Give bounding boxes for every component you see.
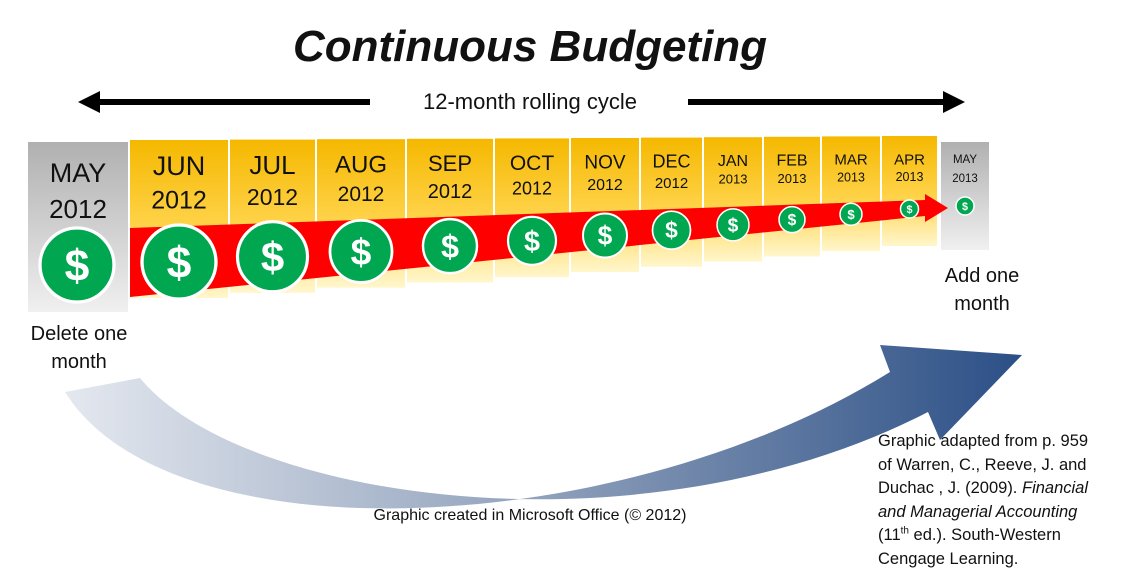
svg-text:$: $ — [167, 239, 192, 288]
month-label-removed: MAY — [50, 158, 107, 188]
source-book-title-part1: Financial — [1021, 479, 1089, 497]
dollar-coin: $ — [716, 208, 750, 242]
month-label: JAN — [718, 153, 748, 170]
svg-text:$: $ — [906, 204, 912, 216]
source-book-title-part2: and Managerial Accounting — [878, 502, 1078, 521]
year-label-added: 2013 — [952, 173, 978, 185]
delete-label-line2: month — [51, 351, 107, 373]
source-edition-open: (11 — [878, 526, 901, 544]
delete-label-line1: Delete one — [30, 323, 128, 345]
cycle-label: 12-month rolling cycle — [423, 89, 637, 114]
svg-text:$: $ — [788, 212, 797, 229]
month-column-jan-2013: JAN 2013 — [704, 137, 762, 262]
month-label: FEB — [776, 153, 807, 170]
dollar-coin: $ — [235, 220, 310, 294]
dollar-coin: $ — [328, 219, 394, 284]
dollar-coin: $ — [421, 217, 479, 275]
month-label-added: MAY — [953, 154, 977, 166]
add-label-line2: month — [954, 293, 1010, 315]
source-publisher: ed.). South-Western — [908, 526, 1061, 544]
month-column-apr-2013: APR 2013 — [882, 136, 937, 246]
graphic-credit: Graphic created in Microsoft Office (© 2… — [373, 507, 687, 524]
svg-text:$: $ — [847, 207, 855, 222]
source-line5: (11th ed.). South-Western — [878, 524, 1128, 548]
month-column-added: MAY 2013 — [941, 142, 989, 250]
month-label: AUG — [335, 151, 387, 178]
source-line3: Duchac , J. (2009). Financial — [878, 477, 1128, 501]
source-line3-authors: Duchac , J. (2009). — [878, 479, 1022, 497]
year-label: 2012 — [247, 184, 298, 210]
svg-text:$: $ — [598, 221, 613, 251]
source-line4: and Managerial Accounting — [878, 501, 1128, 525]
year-label: 2012 — [428, 181, 473, 203]
svg-text:$: $ — [728, 216, 739, 237]
dollar-coin-removed: $ — [38, 226, 116, 304]
dollar-coin: $ — [899, 199, 920, 219]
month-label: APR — [894, 151, 925, 168]
source-line6: Cengage Learning. — [878, 549, 1019, 568]
year-label-removed: 2012 — [49, 194, 107, 224]
year-label: 2013 — [896, 170, 924, 184]
dollar-coin: $ — [651, 210, 692, 251]
month-label: DEC — [652, 152, 690, 172]
source-edition-sup: th — [900, 525, 909, 537]
svg-text:$: $ — [65, 242, 90, 291]
month-label: MAR — [834, 152, 868, 169]
month-label: JUN — [153, 151, 206, 181]
year-label: 2012 — [655, 175, 688, 192]
rollover-curve-arrow — [65, 345, 1022, 509]
source-line1: Graphic adapted from p. 959 — [878, 432, 1089, 450]
year-label: 2013 — [719, 172, 748, 187]
dollar-coin: $ — [506, 215, 558, 266]
dollar-coin: $ — [582, 212, 628, 259]
svg-text:$: $ — [351, 230, 372, 272]
year-label: 2012 — [338, 183, 385, 206]
source-citation: Graphic adapted from p. 959 of Warren, C… — [878, 430, 1128, 571]
month-label: SEP — [428, 151, 472, 176]
dollar-coin: $ — [839, 202, 863, 227]
year-label: 2012 — [151, 187, 207, 215]
svg-text:$: $ — [524, 226, 540, 258]
delete-month-label: Delete one month — [0, 320, 158, 376]
dollar-coin-added: $ — [955, 196, 975, 216]
svg-text:$: $ — [665, 217, 678, 243]
page-title: Continuous Budgeting — [292, 22, 768, 71]
cycle-arrow — [78, 91, 965, 113]
year-label: 2012 — [512, 178, 552, 198]
svg-text:$: $ — [962, 201, 968, 213]
dollar-coin: $ — [778, 205, 806, 234]
month-column-mar-2013: MAR 2013 — [822, 136, 880, 252]
year-label: 2012 — [587, 177, 623, 194]
year-label: 2013 — [837, 171, 865, 185]
add-label-line1: Add one — [944, 265, 1020, 287]
month-label: JUL — [249, 150, 295, 180]
month-label: NOV — [584, 152, 626, 173]
year-label: 2013 — [778, 171, 807, 186]
month-label: OCT — [510, 152, 555, 175]
source-line2: of Warren, C., Reeve, J. and — [878, 455, 1087, 474]
svg-text:$: $ — [261, 233, 284, 280]
add-month-label: Add one month — [912, 262, 1052, 318]
svg-text:$: $ — [441, 228, 459, 264]
dollar-coin: $ — [140, 223, 218, 301]
